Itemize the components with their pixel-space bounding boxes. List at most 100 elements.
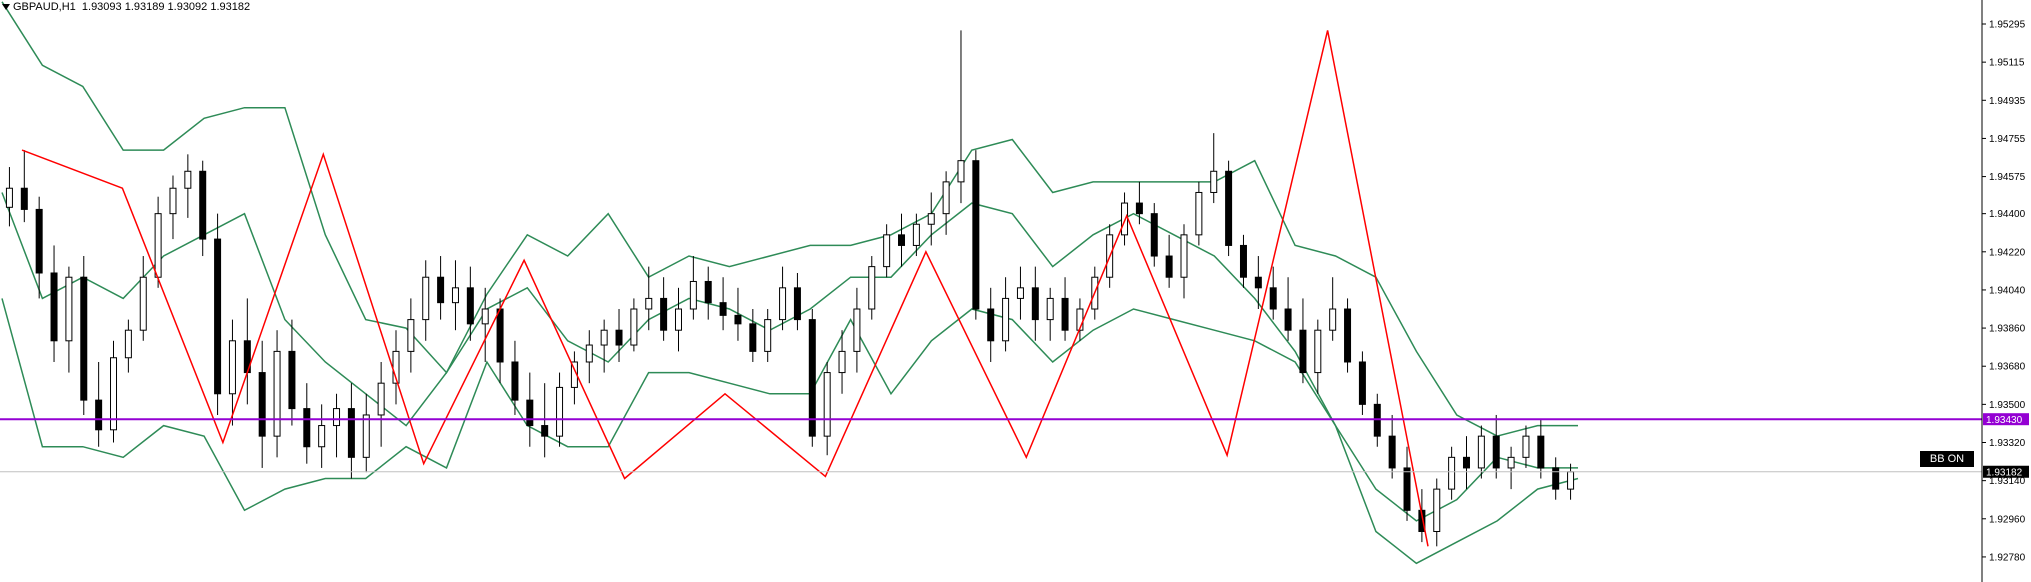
- bollinger-bands: [1, 1, 1579, 565]
- bollinger-lower: [1, 298, 1579, 565]
- candle-body-bull: [5, 187, 13, 208]
- candle-body-bull: [912, 223, 920, 246]
- candle-body-bear: [734, 314, 742, 325]
- candle-body-bear: [214, 238, 222, 395]
- candle-body-bull: [362, 414, 370, 458]
- axis-tick-label: 1.93500: [1989, 400, 2026, 411]
- candle-body-bull: [1522, 435, 1530, 458]
- candle-body-bear: [1552, 467, 1560, 490]
- candle: [556, 372, 564, 447]
- candle: [1225, 160, 1233, 257]
- candle-body-bull: [228, 340, 236, 395]
- level-price-tag-text: 1.93430: [1986, 415, 2023, 426]
- bollinger-upper: [1, 1, 1578, 437]
- candle: [1522, 425, 1530, 468]
- candle-body-bull: [481, 308, 489, 325]
- candle: [407, 298, 415, 373]
- candle: [1254, 256, 1262, 310]
- candle: [481, 287, 489, 362]
- candle-body-bear: [987, 308, 995, 342]
- candle-body-bear: [1344, 308, 1352, 363]
- candle: [1061, 277, 1069, 341]
- candle: [853, 287, 861, 373]
- candle-body-bear: [511, 361, 519, 401]
- level-price-tag-bg: [1983, 413, 2029, 426]
- candle: [674, 287, 682, 352]
- candle-body-bear: [1150, 213, 1158, 257]
- candle-body-bull: [184, 170, 192, 189]
- candle: [1373, 393, 1381, 447]
- candle: [1358, 351, 1366, 415]
- candle-body-bear: [1358, 361, 1366, 405]
- axis-tick-label: 1.94935: [1989, 96, 2026, 107]
- candle: [1492, 414, 1500, 479]
- candle-body-bear: [898, 234, 906, 246]
- candle-body-bull: [1329, 308, 1337, 331]
- candle: [451, 260, 459, 331]
- candle-body-bull: [65, 276, 73, 342]
- candle-body-bull: [674, 308, 682, 331]
- candle: [541, 383, 549, 458]
- symbol-timeframe: GBPAUD,H1: [13, 1, 76, 13]
- candle: [1462, 436, 1470, 490]
- collapse-triangle-icon[interactable]: [2, 4, 10, 11]
- candle-body-bear: [526, 399, 534, 427]
- candle: [5, 167, 13, 227]
- candle: [80, 256, 88, 415]
- candle-body-bull: [169, 187, 177, 215]
- candle-body-bull: [318, 425, 326, 448]
- price-axis[interactable]: 1.95295 1.95115 1.94935 1.94755 1.94575 1.944…: [1982, 20, 2026, 564]
- candle: [883, 224, 891, 278]
- axis-tick-label: 1.93860: [1989, 324, 2026, 335]
- candle: [570, 351, 578, 405]
- candle: [347, 383, 355, 479]
- candle-body-bear: [615, 329, 623, 346]
- candle: [1002, 277, 1010, 352]
- candle: [1195, 181, 1203, 246]
- candle-body-bear: [20, 187, 28, 210]
- axis-tick-label: 1.95115: [1989, 58, 2025, 69]
- candle-body-bull: [1314, 329, 1322, 374]
- candle-body-bear: [1462, 456, 1470, 469]
- candle-body-bear: [793, 287, 801, 321]
- candle-body-bear: [1299, 329, 1307, 374]
- candle-body-bear: [704, 280, 712, 304]
- candle-body-bear: [50, 272, 58, 342]
- candle: [318, 404, 326, 468]
- candle-body-bull: [377, 382, 385, 416]
- candle: [35, 196, 43, 299]
- candle: [288, 319, 296, 426]
- candle-body-bear: [35, 208, 43, 274]
- candle: [169, 175, 177, 240]
- candle-body-bear: [258, 372, 266, 437]
- candle: [20, 150, 28, 223]
- candle: [1210, 133, 1218, 204]
- candle: [258, 340, 266, 468]
- candle-body-bear: [199, 170, 207, 240]
- candle: [124, 319, 132, 373]
- candle: [1239, 234, 1247, 288]
- candle-body-bear: [1269, 287, 1277, 310]
- candle: [585, 330, 593, 384]
- candle: [392, 330, 400, 405]
- candle-body-bear: [1165, 255, 1173, 278]
- candle-body-bull: [451, 287, 459, 304]
- candle-body-bear: [1537, 435, 1545, 469]
- candle: [496, 298, 504, 384]
- candle-body-bull: [883, 234, 891, 268]
- candle-body-bull: [1477, 435, 1485, 469]
- candle: [1031, 266, 1039, 341]
- candlesticks: [5, 30, 1575, 547]
- candle-body-bear: [1388, 435, 1396, 469]
- candle-body-bull: [1016, 287, 1024, 299]
- bb-on-label[interactable]: BB ON: [1920, 451, 1974, 467]
- candle-body-bear: [80, 276, 88, 401]
- candle: [184, 154, 192, 218]
- candle-body-bull: [600, 329, 608, 346]
- candle: [1433, 478, 1441, 547]
- candle-body-bull: [1121, 202, 1129, 236]
- candle: [511, 340, 519, 415]
- axis-tick-label: 1.95295: [1989, 20, 2026, 31]
- axis-tick-label: 1.93140: [1989, 476, 2026, 487]
